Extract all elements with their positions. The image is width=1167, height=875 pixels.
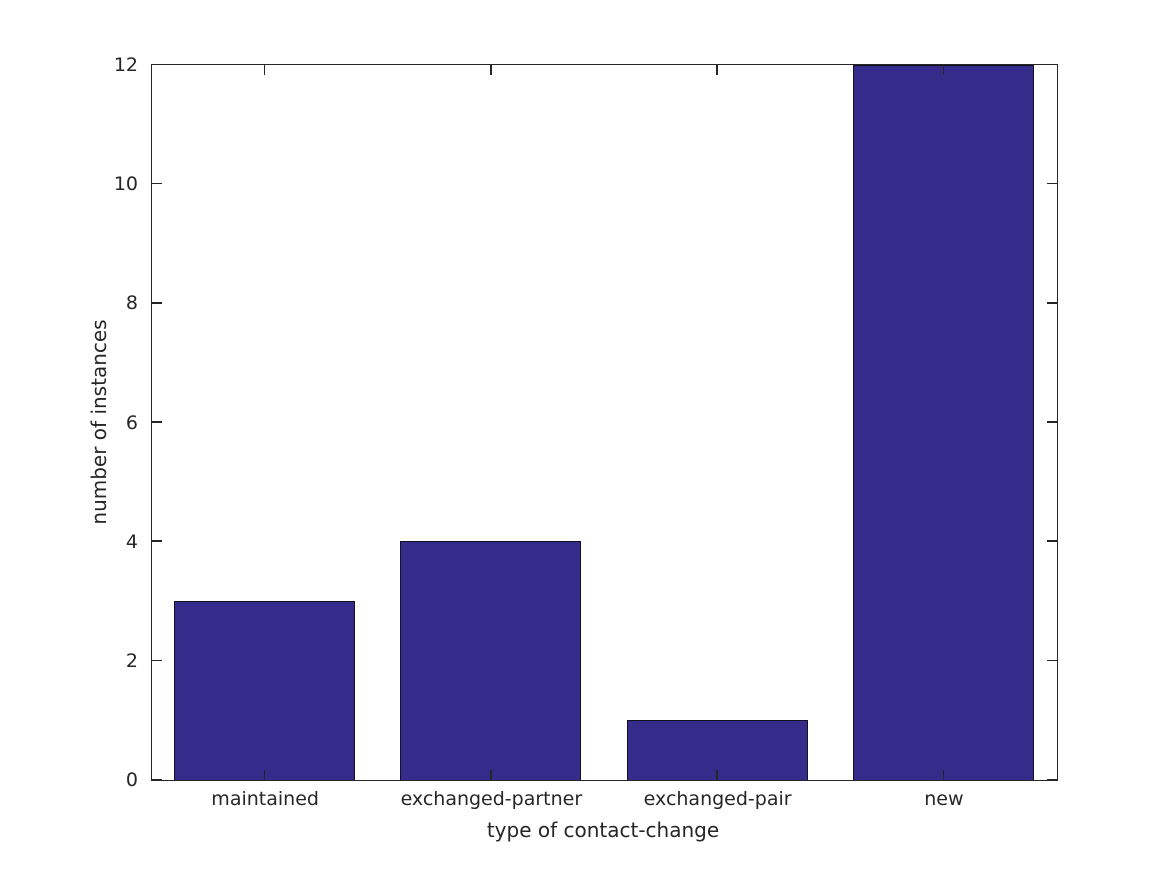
bar-exchanged-partner: [400, 541, 582, 780]
y-tick-right: [1046, 182, 1057, 185]
x-tick-top: [490, 64, 492, 75]
x-tick-label: maintained: [211, 788, 319, 810]
x-tick-bottom: [263, 769, 266, 780]
y-tick-right: [1046, 778, 1057, 781]
y-tick-right: [1046, 421, 1057, 423]
y-tick-label: 0: [125, 769, 138, 791]
y-tick-right: [1046, 302, 1057, 304]
x-tick-label: exchanged-pair: [643, 788, 792, 810]
y-tick-label: 8: [125, 292, 138, 315]
x-tick-top: [716, 64, 718, 75]
x-tick-label: new: [924, 788, 964, 810]
x-tick-top: [263, 64, 266, 75]
x-tick-bottom: [942, 769, 945, 780]
plot-area: [150, 63, 1058, 781]
y-tick-right: [1046, 63, 1057, 66]
y-tick-right: [1046, 659, 1057, 662]
x-tick-bottom: [716, 769, 718, 780]
y-tick-left: [151, 778, 162, 781]
x-tick-bottom: [490, 769, 492, 780]
bar-new: [852, 64, 1034, 780]
y-tick-left: [151, 421, 162, 423]
y-tick-left: [151, 540, 162, 542]
x-tick-label: exchanged-partner: [400, 788, 583, 810]
y-tick-right: [1046, 540, 1057, 542]
y-tick-left: [151, 659, 162, 662]
y-tick-label: 10: [113, 173, 138, 196]
bar-maintained: [174, 600, 356, 780]
y-tick-label: 12: [113, 54, 138, 76]
y-tick-left: [151, 302, 162, 304]
y-tick-label: 2: [125, 649, 138, 672]
x-tick-top: [942, 64, 945, 75]
x-axis-label: type of contact-change: [486, 818, 720, 842]
y-tick-label: 4: [125, 530, 138, 553]
y-tick-label: 6: [125, 411, 138, 434]
y-tick-left: [151, 182, 162, 185]
y-tick-left: [151, 63, 162, 66]
